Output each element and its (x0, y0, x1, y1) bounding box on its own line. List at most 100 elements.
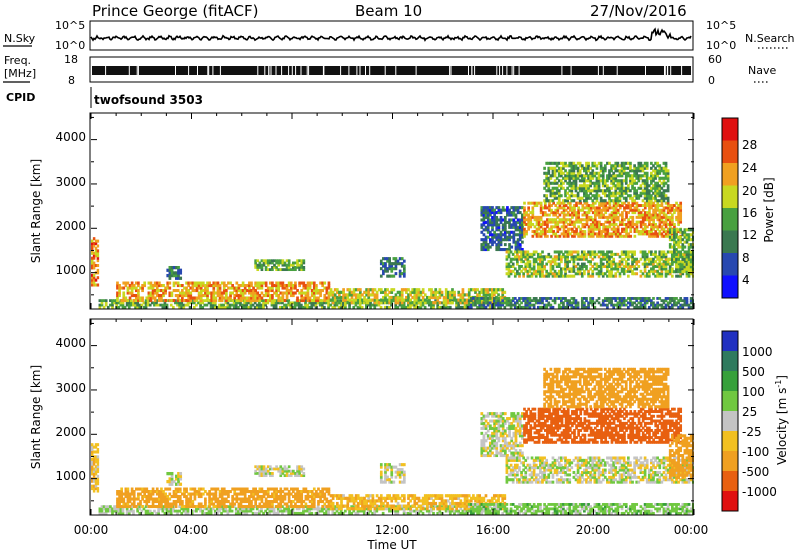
power-cell (604, 204, 608, 208)
power-cell (637, 301, 641, 305)
power-cell (595, 272, 599, 276)
power-cell (511, 252, 515, 256)
power-cell (562, 297, 565, 300)
power-cell (564, 194, 567, 198)
freq-gap (188, 66, 190, 75)
power-cell (278, 301, 282, 305)
freq-gap (667, 66, 669, 75)
power-cell (298, 281, 301, 285)
power-cell (683, 269, 687, 273)
power-cell (363, 290, 366, 294)
power-cell (486, 208, 490, 212)
power-cell (427, 303, 431, 307)
power-cell (631, 218, 635, 222)
power-cell (501, 225, 505, 229)
power-cell (100, 303, 104, 307)
power-cell (287, 301, 291, 305)
velocity-cell (197, 507, 200, 511)
power-cell (398, 274, 402, 278)
power-cell (228, 305, 232, 309)
power-cell (199, 301, 202, 305)
power-cell (421, 301, 425, 305)
power-cell (302, 284, 306, 288)
power-cell (646, 218, 649, 222)
power-cell (557, 272, 561, 276)
power-cell (518, 267, 521, 271)
power-cell (650, 186, 653, 190)
power-cell (614, 179, 618, 183)
power-cell (639, 176, 643, 180)
power-cell (549, 194, 553, 198)
power-cell (239, 291, 243, 295)
power-cell (549, 297, 553, 300)
power-cell (512, 235, 516, 239)
power-cell (525, 232, 528, 236)
power-cell (527, 225, 530, 229)
power-cell (141, 296, 144, 300)
power-cell (344, 293, 348, 297)
power-cell (629, 299, 632, 303)
power-cell (578, 196, 582, 200)
power-cell (608, 264, 611, 268)
power-cell (446, 305, 450, 309)
power-cell (96, 249, 100, 253)
power-cell (346, 288, 350, 292)
velocity-cell (228, 505, 232, 509)
power-cell (549, 260, 553, 264)
power-cell (508, 223, 511, 227)
power-cell (602, 215, 605, 219)
power-cell (541, 220, 545, 224)
power-cell (631, 269, 634, 273)
power-cell (193, 284, 197, 288)
power-cell (292, 265, 295, 269)
power-cell (553, 299, 557, 303)
power-cell (455, 303, 458, 307)
power-cell (616, 252, 620, 256)
power-cell (532, 272, 536, 276)
power-cell (342, 293, 345, 297)
power-cell (518, 274, 521, 278)
power-cell (520, 269, 523, 273)
power-cell (296, 265, 299, 269)
power-cell (545, 303, 549, 307)
power-cell (570, 301, 574, 305)
power-cell (497, 288, 500, 292)
power-cell (117, 301, 121, 305)
power-cell (543, 264, 546, 268)
power-cell (614, 211, 618, 215)
power-cell (323, 298, 327, 303)
power-cell (144, 303, 148, 307)
power-cell (541, 260, 544, 264)
velocity-cell (136, 509, 140, 513)
power-cell (329, 288, 333, 292)
power-cell (436, 303, 440, 307)
power-cell (660, 269, 664, 273)
power-cell (662, 220, 666, 224)
power-cell (518, 257, 521, 261)
velocity-cell (226, 511, 230, 515)
velocity-cell (111, 507, 114, 511)
power-cell (525, 218, 528, 222)
power-cell (666, 297, 670, 300)
power-cell (493, 235, 496, 239)
power-cell (216, 284, 220, 288)
velocity-cell (92, 457, 96, 461)
freq-gap (208, 66, 210, 75)
power-cell (553, 194, 557, 198)
power-cell (589, 225, 593, 229)
power-cell (637, 196, 641, 200)
power-cell (625, 215, 628, 219)
power-cell (512, 220, 516, 224)
power-cell (174, 288, 178, 293)
power-cell (585, 186, 588, 190)
power-cell (160, 293, 163, 298)
power-cell (581, 234, 585, 238)
power-cell (558, 201, 562, 205)
power-cell (685, 233, 689, 237)
velocity-cell (327, 511, 330, 515)
power-cell (166, 268, 170, 272)
power-cell (623, 206, 626, 210)
power-cell (553, 191, 557, 195)
power-cell (631, 297, 634, 300)
power-cell (566, 305, 569, 309)
